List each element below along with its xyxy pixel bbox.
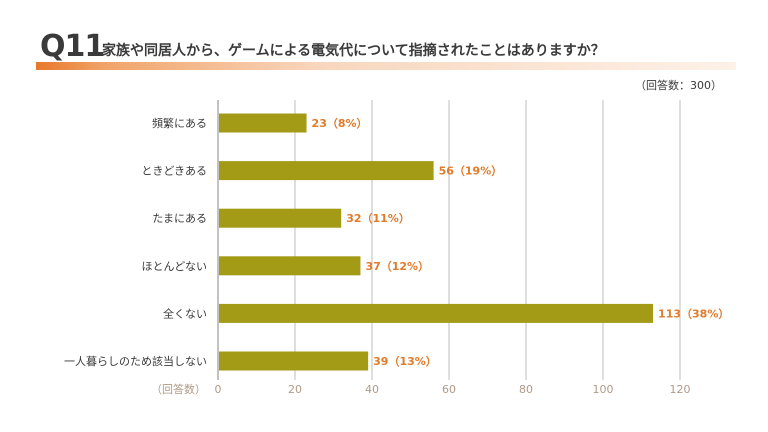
category-label: ほとんどない: [142, 260, 207, 273]
bar: [219, 113, 307, 133]
chart-header: Q11 家族や同居人から、ゲームによる電気代について指摘されたことはありますか？…: [0, 0, 768, 92]
x-tick-label: 20: [288, 383, 302, 396]
category-label: 全くない: [163, 306, 207, 320]
x-tick-label: 80: [519, 383, 533, 396]
title-underline: [36, 62, 736, 70]
x-tick-label: 100: [593, 383, 614, 396]
bars: [219, 113, 654, 371]
value-label: 23（8%）: [312, 117, 368, 130]
respondent-count: （回答数：300）: [635, 79, 722, 92]
labels: 0 20 40 60 80 100 120 （回答数） 頻繁にある 23（8%） ときどきある 56（…: [64, 116, 729, 396]
bar: [219, 303, 654, 323]
value-label: 113（38%）: [658, 307, 729, 320]
bar: [219, 208, 342, 228]
bar: [219, 161, 434, 181]
x-tick-label: 120: [670, 383, 691, 396]
category-label: 頻繁にある: [152, 116, 207, 130]
value-label: 37（12%）: [365, 260, 429, 273]
x-tick-label: 60: [442, 383, 456, 396]
category-label: たまにある: [152, 212, 207, 225]
value-label: 32（11%）: [346, 212, 410, 225]
question-number: Q11: [40, 29, 105, 64]
question-title: 家族や同居人から、ゲームによる電気代について指摘されたことはありますか？: [102, 43, 605, 59]
bar: [219, 256, 361, 276]
value-label: 39（13%）: [373, 355, 437, 368]
x-tick-label: 40: [365, 383, 379, 396]
x-tick-label: 0: [215, 383, 222, 396]
category-label: 一人暮らしのため該当しない: [64, 354, 207, 368]
category-label: ときどきある: [141, 165, 207, 178]
gridlines: [217, 100, 681, 380]
x-axis-unit-label: （回答数）: [151, 382, 206, 396]
bar: [219, 351, 369, 371]
value-label: 56（19%）: [439, 165, 503, 178]
